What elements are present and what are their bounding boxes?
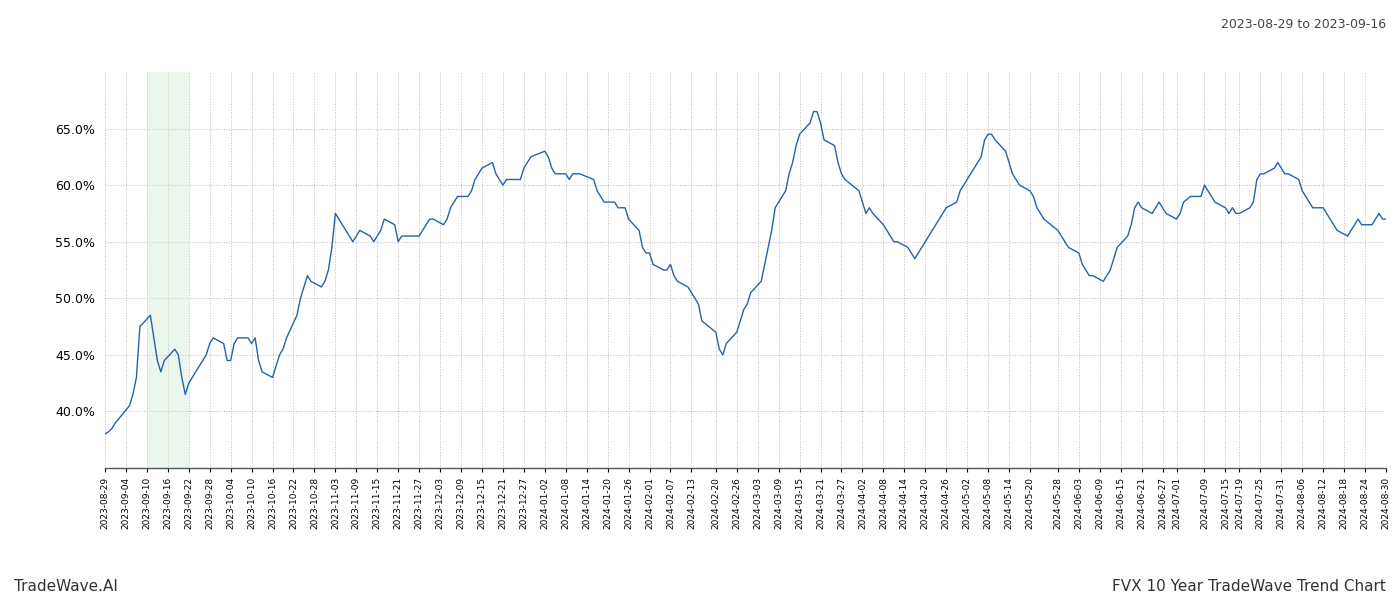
Text: TradeWave.AI: TradeWave.AI (14, 579, 118, 594)
Text: 2023-08-29 to 2023-09-16: 2023-08-29 to 2023-09-16 (1221, 18, 1386, 31)
Bar (147, 72, 189, 468)
Text: FVX 10 Year TradeWave Trend Chart: FVX 10 Year TradeWave Trend Chart (1112, 579, 1386, 594)
